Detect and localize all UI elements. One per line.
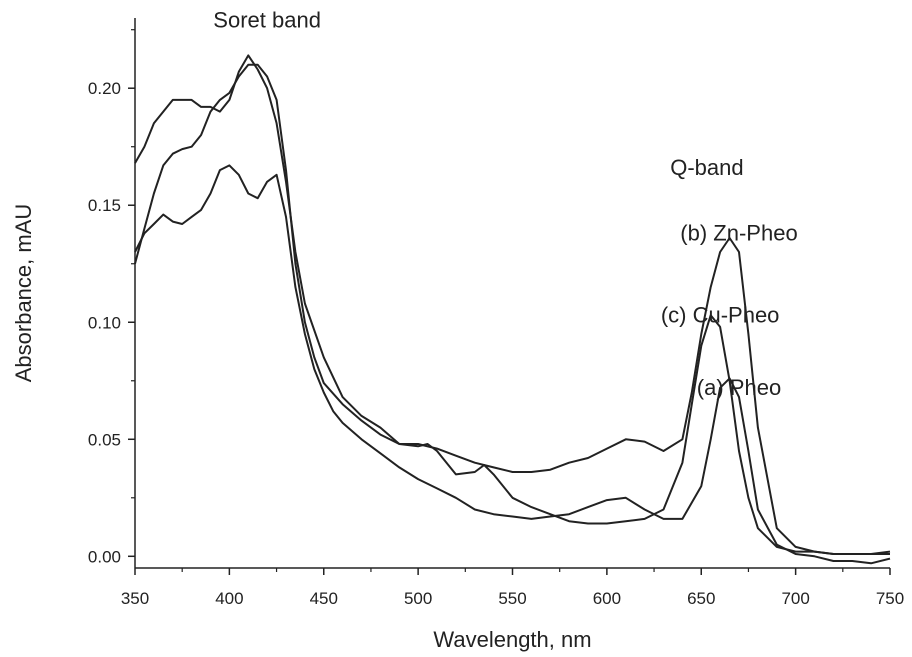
series-line-2 <box>134 63 891 555</box>
plot-area <box>134 18 890 569</box>
annotation-label: Soret band <box>213 7 321 32</box>
y-ticks: 0.00 0.05 0.10 0.15 0.20 <box>88 29 135 566</box>
x-ticks: 350 400 450 500 550 600 650 700 750 <box>121 568 904 608</box>
annotation-label: Q-band <box>670 155 743 180</box>
series-line-1 <box>134 164 891 565</box>
y-tick-label: 0.20 <box>88 79 121 98</box>
annotations: Soret band Q-band (b) Zn-Pheo (c) Cu-Pheo (a… <box>213 7 797 399</box>
annotation-label: (c) Cu-Pheo <box>661 302 780 327</box>
annotation-label: (a) Pheo <box>697 375 781 400</box>
x-tick-label: 550 <box>498 589 526 608</box>
x-axis-title: Wavelength, nm <box>433 627 591 652</box>
x-tick-label: 700 <box>781 589 809 608</box>
x-tick-label: 400 <box>215 589 243 608</box>
series-group <box>134 54 891 565</box>
x-tick-label: 750 <box>876 589 904 608</box>
y-tick-label: 0.05 <box>88 430 121 449</box>
x-tick-label: 350 <box>121 589 149 608</box>
y-tick-label: 0.10 <box>88 313 121 332</box>
y-axis-title: Absorbance, mAU <box>11 204 36 383</box>
x-tick-label: 600 <box>593 589 621 608</box>
series-line-3 <box>134 54 890 555</box>
y-tick-label: 0.00 <box>88 547 121 566</box>
x-tick-label: 450 <box>310 589 338 608</box>
x-tick-label: 500 <box>404 589 432 608</box>
y-tick-label: 0.15 <box>88 196 121 215</box>
x-tick-label: 650 <box>687 589 715 608</box>
annotation-label: (b) Zn-Pheo <box>680 220 797 245</box>
